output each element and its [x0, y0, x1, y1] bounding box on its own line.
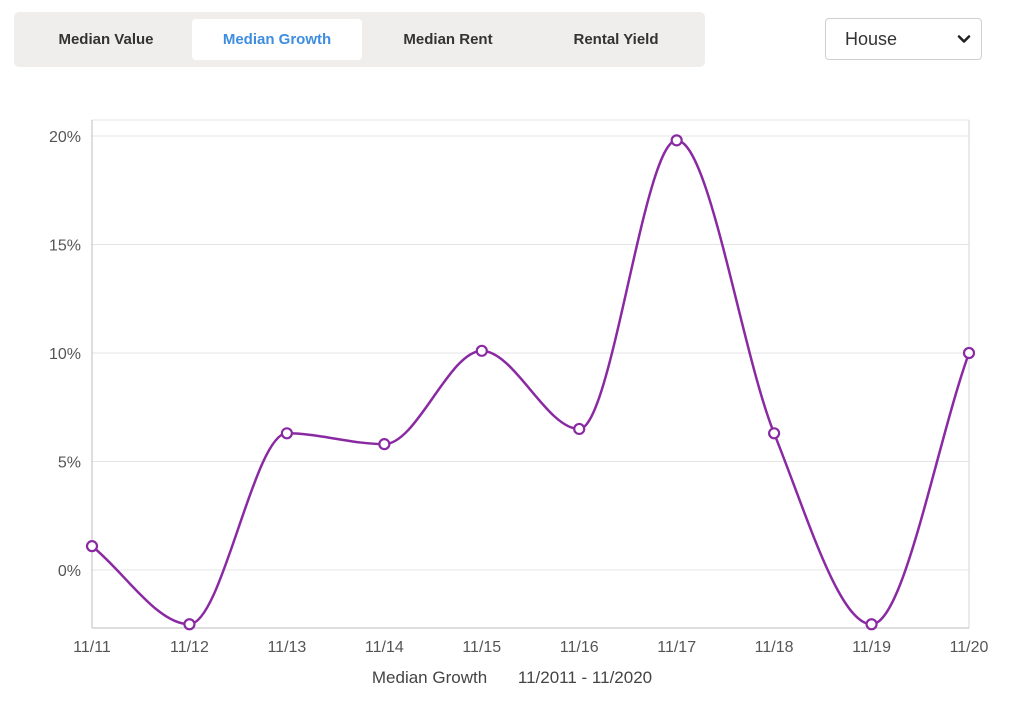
property-type-value: House [845, 28, 898, 49]
caption-range: 11/2011 - 11/2020 [517, 668, 653, 687]
x-tick-label: 11/20 [950, 639, 989, 656]
tab-median-growth[interactable]: Median Growth [192, 19, 362, 60]
x-tick-label: 11/11 [73, 639, 111, 656]
y-tick-label: 20% [49, 129, 81, 146]
x-tick-label: 11/14 [365, 639, 404, 656]
data-point [183, 618, 196, 631]
data-point [573, 422, 586, 436]
data-point [475, 344, 488, 357]
data-point [962, 346, 976, 360]
tab-median-value[interactable]: Median Value [58, 31, 154, 48]
x-tick-label: 11/13 [267, 639, 306, 656]
metric-tab-bar: Median Value Median Growth Median Rent R… [14, 12, 705, 67]
tab-median-rent[interactable]: Median Rent [403, 31, 493, 48]
chevron-down-icon [957, 35, 971, 43]
data-point [378, 438, 391, 451]
x-tick-label: 11/17 [657, 639, 696, 656]
x-tick-label: 11/19 [852, 639, 891, 656]
x-tick-label: 11/16 [560, 639, 599, 656]
series-line [91, 139, 971, 626]
data-point [865, 618, 878, 631]
y-tick-label: 5% [58, 455, 81, 472]
caption-metric: Median Growth [371, 668, 488, 687]
property-type-select[interactable]: House [825, 18, 982, 60]
y-tick-label: 0% [58, 563, 81, 580]
x-tick-label: 11/12 [170, 639, 209, 656]
chart-caption: Median Growth 11/2011 - 11/2020 [0, 668, 1024, 688]
data-point [670, 134, 683, 147]
y-tick-label: 15% [49, 238, 81, 255]
x-tick-label: 11/15 [462, 639, 501, 656]
data-point [768, 427, 781, 440]
tab-rental-yield[interactable]: Rental Yield [573, 31, 659, 48]
x-tick-label: 11/18 [755, 639, 794, 656]
y-tick-label: 10% [49, 346, 81, 363]
data-point [85, 540, 99, 553]
data-point [280, 427, 293, 440]
